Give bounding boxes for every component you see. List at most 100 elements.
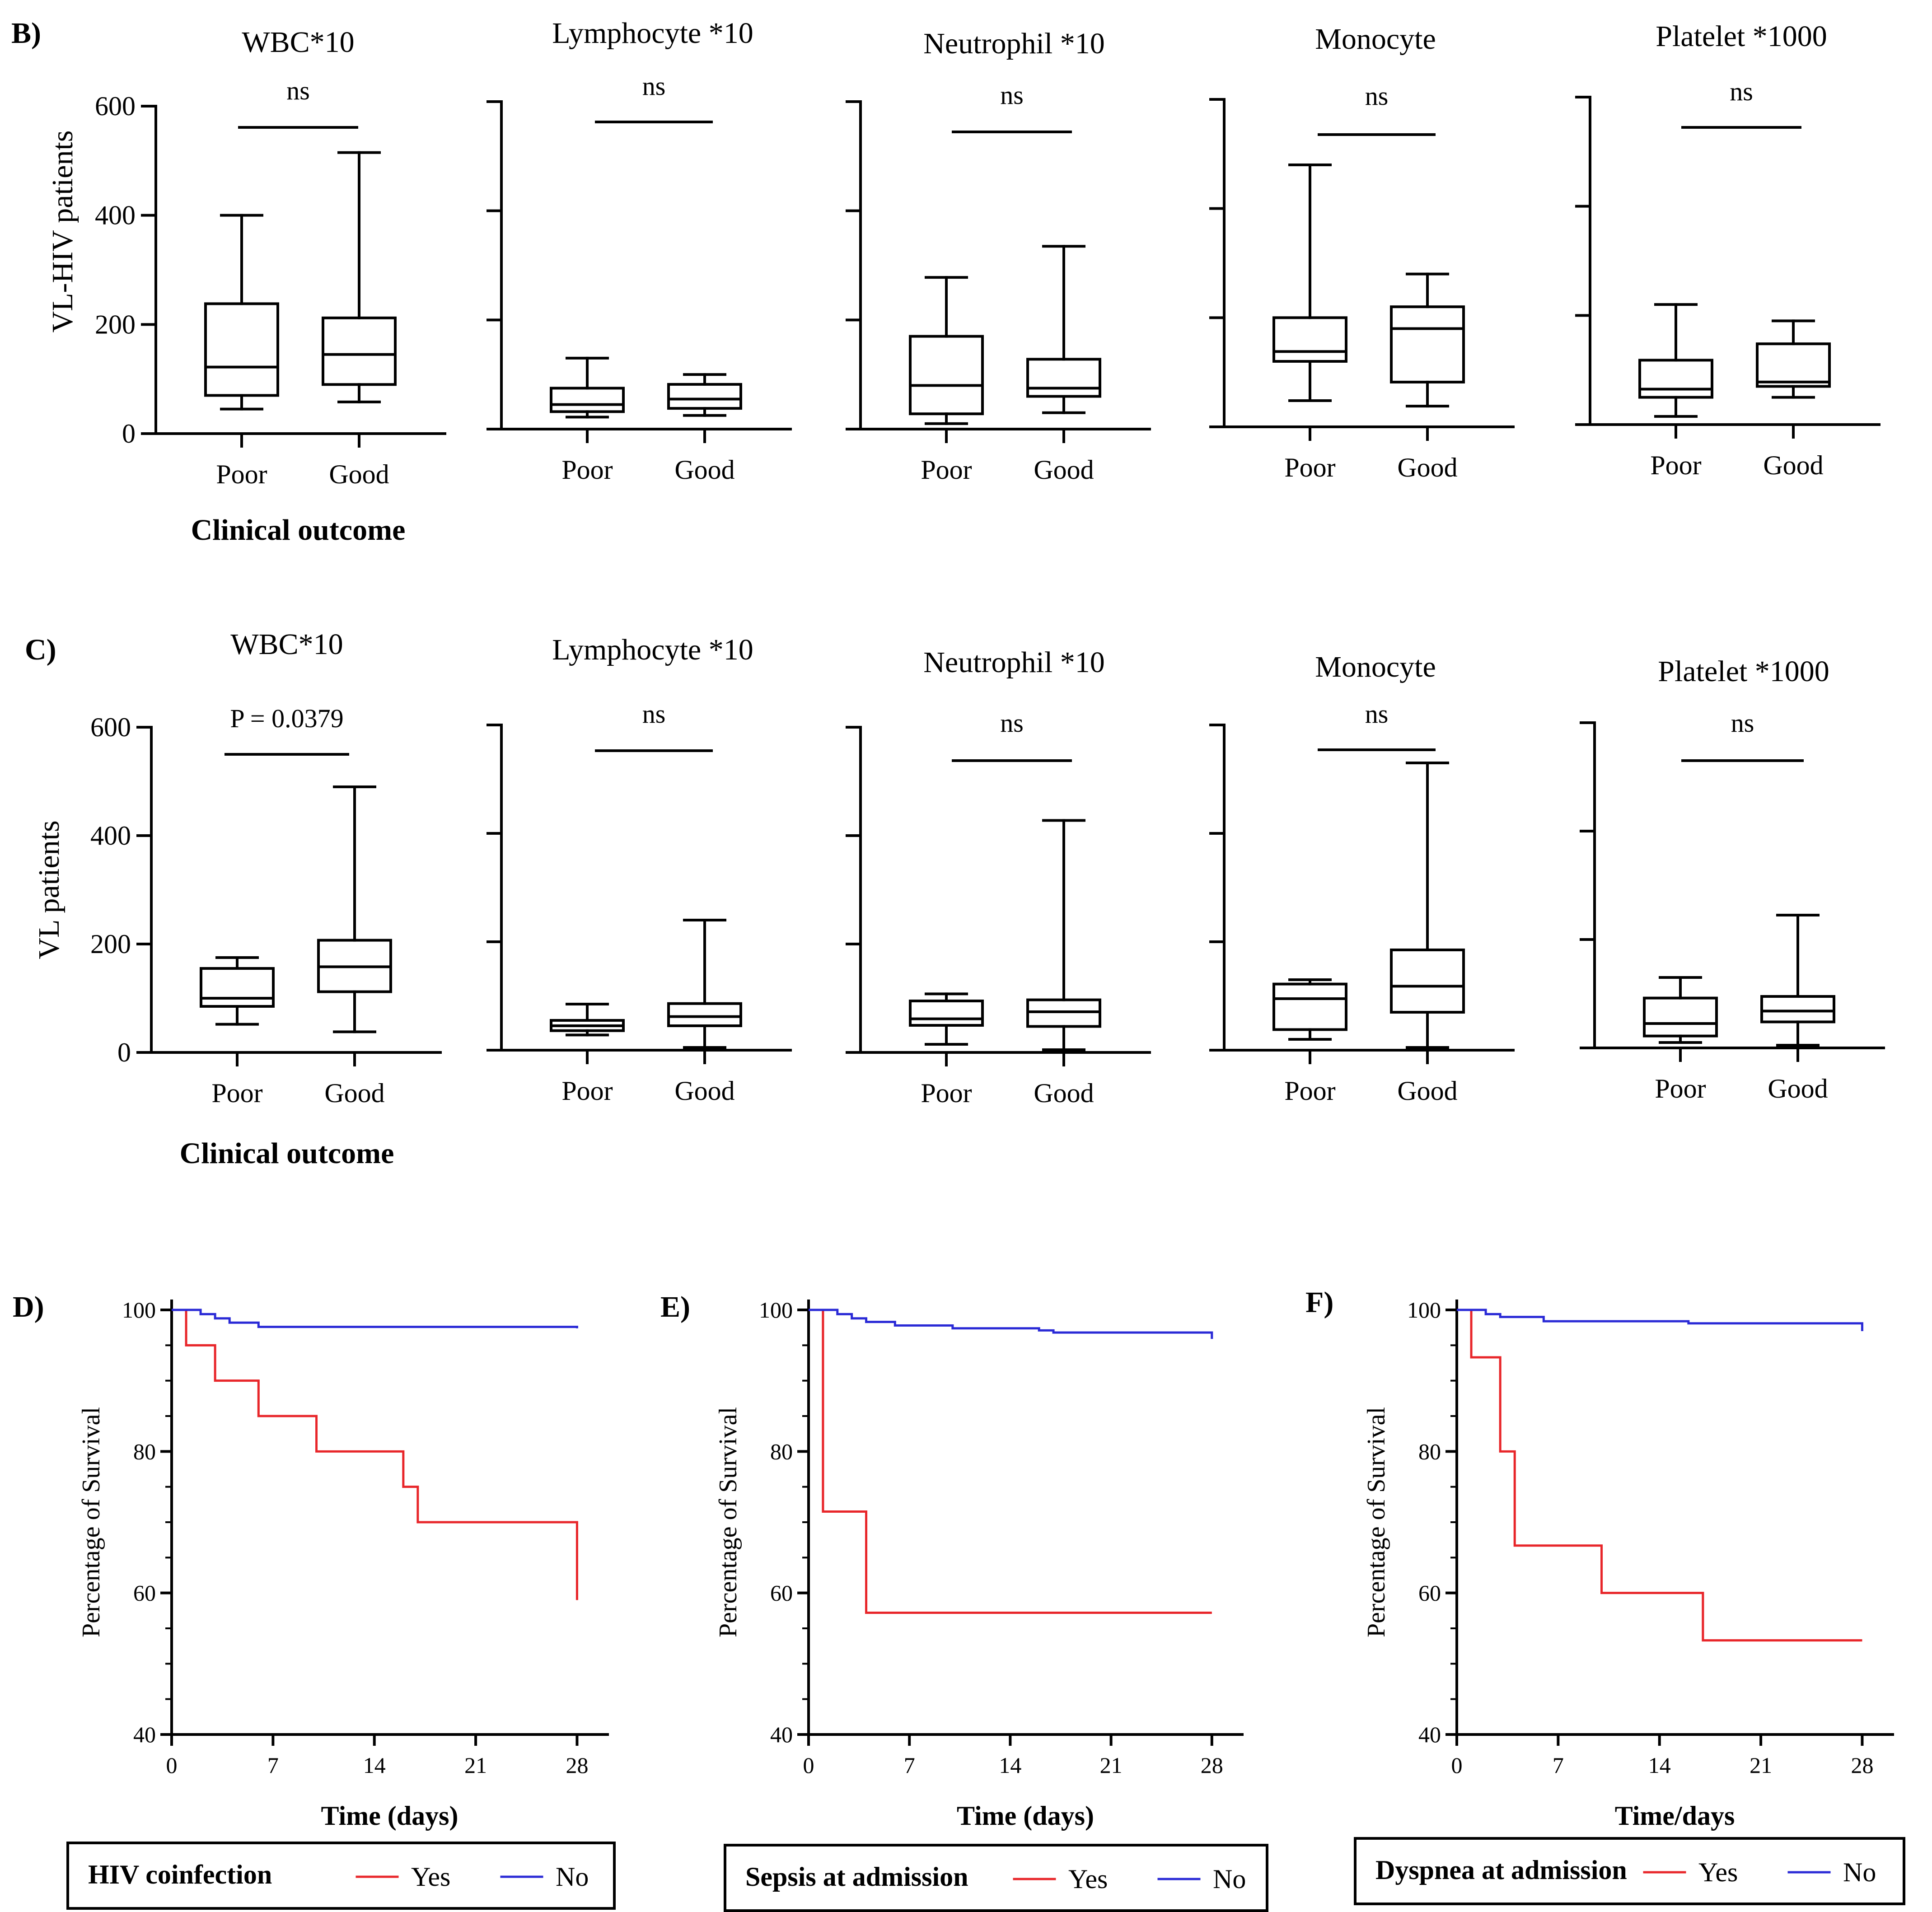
survival-curve-no <box>1457 1309 1863 1331</box>
box-poor: Poor <box>550 356 625 485</box>
km-panel-D: D) 40 60 80 100 0 7 14 21 28 Percentage of Surviva… <box>13 1290 616 1910</box>
box-poor: Poor <box>1272 978 1347 1106</box>
box-good: Good <box>317 785 392 1108</box>
y-axis-label: VL patients <box>33 820 65 959</box>
subplot-title: Neutrophil *10 <box>923 646 1104 679</box>
x-axis-label: Clinical outcome <box>191 514 406 547</box>
box-poor: Poor <box>204 214 279 489</box>
y-tick-label: 200 <box>90 929 131 959</box>
x-axis-label: Time (days) <box>957 1801 1094 1831</box>
significance-label: ns <box>1731 708 1754 738</box>
y-tick-label: 60 <box>770 1580 793 1606</box>
box-good: Good <box>1756 319 1831 480</box>
significance-label: ns <box>642 71 666 101</box>
y-axis-label: Percentage of Survival <box>1362 1407 1390 1637</box>
x-tick-label: 21 <box>1750 1753 1772 1778</box>
subplot-4: Monocyte ns Poor Good <box>1209 23 1515 482</box>
box-iqr <box>1390 949 1465 1014</box>
survival-curve-no <box>172 1309 578 1328</box>
y-axis-label: Percentage of Survival <box>77 1407 105 1637</box>
subplot-title: Monocyte <box>1315 23 1436 56</box>
legend-frame <box>724 1844 1268 1912</box>
box-iqr <box>1756 342 1831 388</box>
legend-entry-yes: Yes <box>411 1862 450 1892</box>
y-tick-label: 600 <box>90 712 131 742</box>
x-tick-label: 21 <box>1100 1753 1123 1778</box>
panel-label: B) <box>11 17 41 50</box>
box-poor: Poor <box>909 276 984 485</box>
x-tick-label: 0 <box>166 1753 178 1778</box>
box-good: Good <box>322 151 397 489</box>
legend: HIV coinfection Yes No <box>66 1842 616 1910</box>
x-tick-label: 14 <box>999 1753 1021 1778</box>
y-tick-label: 80 <box>1418 1439 1441 1464</box>
survival-curve-yes <box>809 1309 1212 1614</box>
x-tick-label: 7 <box>1553 1753 1564 1778</box>
box-poor: Poor <box>550 1003 625 1106</box>
subplot-5: Platelet *1000 ns Poor Good <box>1580 655 1885 1103</box>
legend-title: Sepsis at admission <box>745 1862 968 1892</box>
box-iqr <box>909 335 984 416</box>
subplot-title: Platelet *1000 <box>1656 20 1827 53</box>
km-panel-E: E) 40 60 80 100 0 7 14 21 28 Percentage of Surviva… <box>660 1290 1268 1912</box>
category-label: Poor <box>1650 450 1701 480</box>
box-good: Good <box>1760 914 1835 1103</box>
legend-title: HIV coinfection <box>88 1860 272 1889</box>
box-iqr <box>909 1000 984 1027</box>
subplot-title: WBC*10 <box>242 26 354 59</box>
subplot-title: Platelet *1000 <box>1658 655 1829 688</box>
legend: Sepsis at admission Yes No <box>724 1844 1268 1912</box>
box-iqr <box>322 316 397 386</box>
category-label: Good <box>674 1076 734 1106</box>
category-label: Good <box>1034 1078 1094 1108</box>
y-tick-label: 0 <box>122 419 136 449</box>
subplot-5: Platelet *1000 ns Poor Good <box>1575 20 1881 480</box>
panel-label: E) <box>660 1290 690 1323</box>
significance-label: ns <box>1000 708 1024 738</box>
subplot-title: Lymphocyte *10 <box>552 17 753 50</box>
x-tick-label: 7 <box>267 1753 279 1778</box>
box-iqr <box>1643 996 1718 1038</box>
legend-entry-no: No <box>1843 1857 1876 1887</box>
category-label: Good <box>674 455 734 485</box>
x-tick-label: 7 <box>904 1753 915 1778</box>
category-label: Poor <box>921 455 972 485</box>
box-iqr <box>1760 995 1835 1024</box>
x-tick-label: 0 <box>1451 1753 1463 1778</box>
category-label: Poor <box>561 1076 613 1106</box>
box-poor: Poor <box>909 992 984 1108</box>
km-panel-F: F) 40 60 80 100 0 7 14 21 28 Percentage of Surviva… <box>1305 1286 1905 1905</box>
legend-entry-no: No <box>556 1862 589 1892</box>
x-tick-label: 28 <box>1851 1753 1873 1778</box>
significance-label: ns <box>1730 77 1753 106</box>
subplot-3: Neutrophil *10 ns Poor Good <box>846 646 1151 1108</box>
subplot-1: 0 200 400 600 WBC*10 P = 0.0379 Poor Good <box>90 628 442 1108</box>
box-iqr <box>667 1002 742 1028</box>
panel-label: D) <box>13 1290 44 1323</box>
y-tick-label: 100 <box>122 1297 156 1323</box>
legend-entry-yes: Yes <box>1068 1864 1108 1894</box>
significance-label: P = 0.0379 <box>230 704 343 733</box>
survival-curve-no <box>809 1309 1213 1339</box>
category-label: Good <box>329 459 389 489</box>
significance-label: ns <box>1365 81 1389 111</box>
y-tick-label: 80 <box>133 1439 156 1464</box>
panel-label: F) <box>1305 1286 1333 1319</box>
box-good: Good <box>1390 762 1465 1106</box>
category-label: Good <box>1763 450 1823 480</box>
y-axis-label: Percentage of Survival <box>714 1407 742 1637</box>
panel-label: C) <box>25 633 56 666</box>
y-tick-label: 40 <box>133 1722 156 1747</box>
box-iqr <box>1390 305 1465 383</box>
legend-frame <box>66 1842 616 1910</box>
category-label: Good <box>1768 1074 1828 1103</box>
box-iqr <box>200 967 275 1008</box>
x-tick-label: 21 <box>464 1753 487 1778</box>
x-axis-label: Time/days <box>1615 1801 1735 1831</box>
box-row-C: C) VL patients Clinical outcome 0 200 400 600 W… <box>25 628 1885 1170</box>
subplot-2: Lymphocyte *10 ns Poor Good <box>487 633 792 1106</box>
category-label: Good <box>1034 455 1094 485</box>
category-label: Good <box>1397 1076 1457 1106</box>
category-label: Poor <box>211 1078 262 1108</box>
